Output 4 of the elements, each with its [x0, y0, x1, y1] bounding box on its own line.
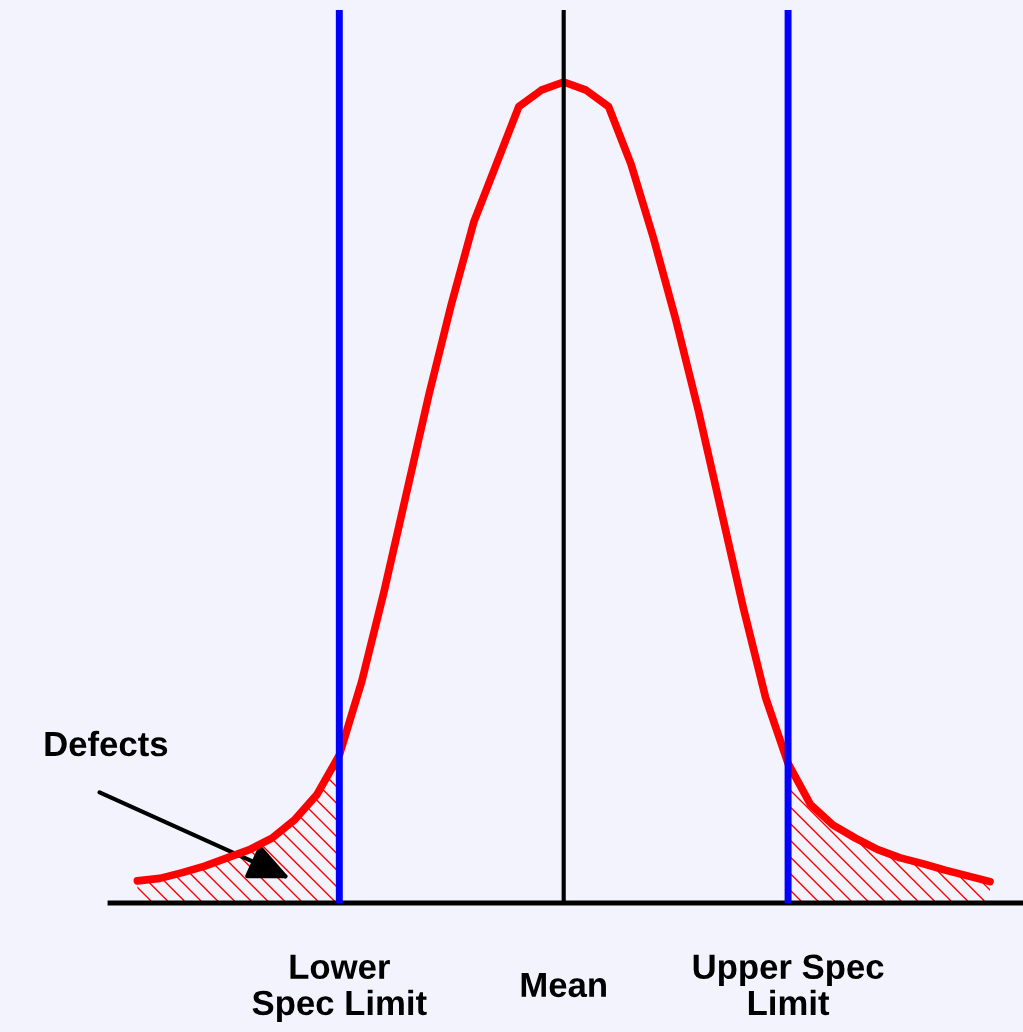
annotation: Defects [45, 730, 168, 757]
x-tick-label: Mean [521, 972, 606, 998]
x-tick-label: Lower Spec Limit [252, 954, 427, 1023]
x-tick-label: Upper Spec Limit [693, 954, 884, 1016]
